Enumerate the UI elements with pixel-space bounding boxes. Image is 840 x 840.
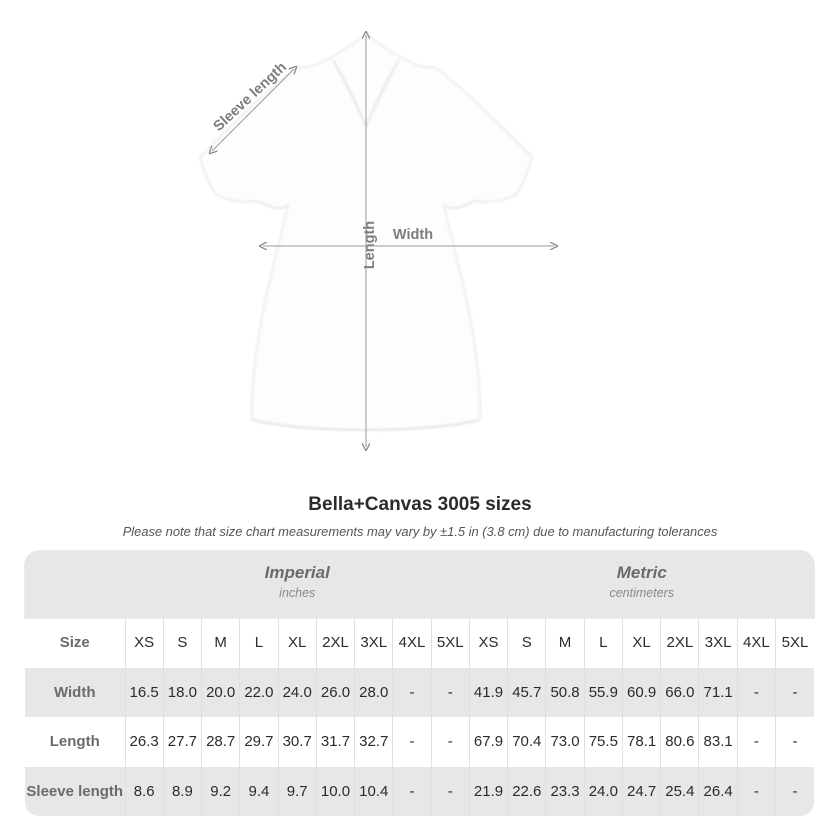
svg-text:Width: Width bbox=[393, 227, 433, 243]
svg-text:Length: Length bbox=[362, 221, 378, 269]
